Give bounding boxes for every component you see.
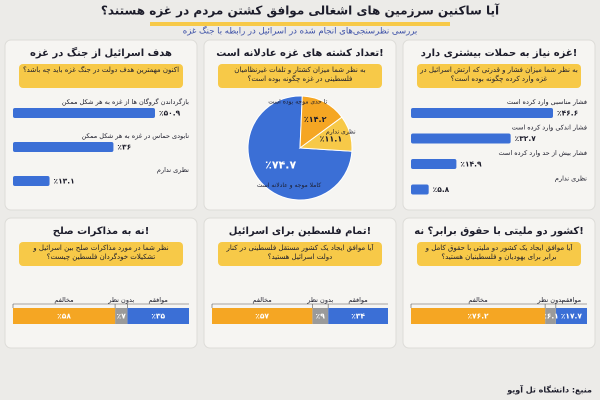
chart-title: تعداد کشته های غزه عادلانه است!	[216, 48, 383, 59]
bar	[411, 184, 429, 195]
question-wrap: نظر شما در مورد مذاکرات صلح بین اسرائیل …	[33, 244, 169, 261]
question: آیا موافق ایجاد یک کشور مستقل فلسطینی در…	[226, 244, 374, 261]
value-label: ٪۷	[117, 312, 127, 321]
value-label: ٪۵۷	[255, 312, 269, 321]
category-label: فشار بیش از حد وارد کرده است	[499, 149, 587, 157]
value-label: ٪۳۲.۷	[515, 134, 537, 143]
value-label: ٪۱۴.۹	[460, 160, 482, 169]
value-label: ٪۴۶.۶	[557, 109, 578, 118]
question-box	[218, 64, 382, 88]
value-label: ٪۹	[316, 312, 326, 321]
legend-label: موافقم	[562, 296, 581, 304]
bar-segment	[115, 308, 128, 324]
question-wrap: آیا موافق ایجاد یک کشور مستقل فلسطینی در…	[226, 244, 374, 261]
bar-segment	[555, 308, 587, 324]
page-title: آیا ساکنین سرزمین های اشغالی موافق کشتن …	[101, 3, 500, 19]
chart-title: هدف اسرائیل از جنگ در غزه	[30, 47, 172, 59]
category-label: بازگرداندن گروگان ها از غزه به هر شکل مم…	[62, 98, 189, 106]
value-label: ٪۷۶.۲	[467, 312, 489, 321]
chart-title: تمام فلسطین برای اسرائیل!	[229, 226, 371, 237]
bar	[13, 176, 50, 186]
panel	[4, 217, 198, 349]
bar	[13, 142, 114, 152]
bar-segment	[411, 308, 546, 324]
category-label: فشار مناسبی وارد کرده است	[507, 98, 587, 106]
bar-segment	[127, 308, 189, 324]
category-label: فشار اندکی وارد کرده است	[512, 124, 587, 132]
category-label: تا حدی موجه بوده است	[268, 99, 327, 106]
category-label: نابودی حماس در غزه به هر شکل ممکن	[81, 132, 189, 140]
value-label: ٪۶.۱	[542, 312, 559, 321]
value-label: ٪۵۸	[57, 312, 71, 321]
panel	[402, 217, 596, 349]
question-box	[417, 242, 581, 266]
question-wrap: به نظر شما میزان کشتار و تلفات غیرنظامیا…	[234, 66, 366, 83]
page-subtitle: بررسی نظرسنجی‌های انجام شده در اسرائیل د…	[183, 26, 418, 37]
legend-label: مخالفم	[468, 296, 487, 304]
value-label: ٪۳۴	[351, 312, 365, 321]
category-label: نظری ندارم	[555, 175, 587, 183]
question: نظر شما در مورد مذاکرات صلح بین اسرائیل …	[33, 244, 169, 261]
legend-label: موافقم	[348, 296, 367, 304]
bar-segment	[328, 308, 388, 324]
question-box	[19, 242, 183, 266]
value-label: ٪۷۴.۷	[265, 158, 296, 171]
value-label: ٪۱۷.۷	[561, 312, 583, 321]
category-label: کاملا موجه و عادلانه است	[257, 182, 321, 189]
question: به نظر شما میزان فشار و قدرتی که ارتش اس…	[420, 66, 578, 83]
chart-title: کشور دو ملیتی با حقوق برابر؟ نه!	[414, 226, 584, 237]
source: منبع: دانشگاه تل آویو	[506, 385, 592, 395]
value-label: ٪۵.۸	[433, 185, 450, 194]
category-label: نظری ندارم	[157, 166, 189, 174]
question: به نظر شما میزان کشتار و تلفات غیرنظامیا…	[234, 66, 366, 83]
category-label: نظری ندارم	[326, 129, 356, 136]
value-label: ٪۳۶	[117, 143, 131, 152]
legend-label: بدون نظر	[537, 296, 564, 304]
legend-label: مخالفم	[253, 296, 272, 304]
bar	[411, 159, 457, 169]
question-box	[417, 64, 581, 88]
value-label: ٪۱۱.۱	[320, 134, 343, 143]
bar	[411, 133, 511, 144]
chart-title: غزه نیاز به حملات بیشتری دارد!	[421, 48, 578, 59]
question-box	[218, 242, 382, 266]
bar-segment	[312, 308, 329, 324]
panel	[203, 217, 397, 349]
bar	[411, 108, 553, 118]
question: آیا موافق ایجاد یک کشور دو ملیتی با حقوق…	[425, 244, 573, 261]
legend-label: موافقم	[149, 296, 168, 304]
value-label: ٪۱۴.۲	[304, 115, 327, 124]
value-label: ٪۵۰.۹	[159, 109, 181, 118]
value-label: ٪۳۵	[151, 312, 165, 321]
legend-label: مخالفم	[54, 296, 73, 304]
question-wrap: به نظر شما میزان فشار و قدرتی که ارتش اس…	[420, 66, 578, 83]
pie-slice	[298, 116, 353, 152]
question-wrap: آیا موافق ایجاد یک کشور دو ملیتی با حقوق…	[425, 244, 573, 261]
bar-segment	[13, 308, 116, 324]
question-wrap: اکنون مهمترین هدف دولت در جنگ غزه باید چ…	[22, 66, 180, 74]
bar-segment	[545, 308, 556, 324]
question-box	[19, 64, 183, 88]
legend-label: بدون نظر	[107, 296, 134, 304]
bar	[13, 108, 155, 118]
bar-segment	[212, 308, 313, 324]
title-underline	[150, 22, 450, 26]
chart-title: نه به مذاکرات صلح!	[53, 226, 150, 237]
question: اکنون مهمترین هدف دولت در جنگ غزه باید چ…	[22, 66, 180, 74]
value-label: ٪۱۳.۱	[54, 177, 75, 186]
legend-label: بدون نظر	[306, 296, 333, 304]
